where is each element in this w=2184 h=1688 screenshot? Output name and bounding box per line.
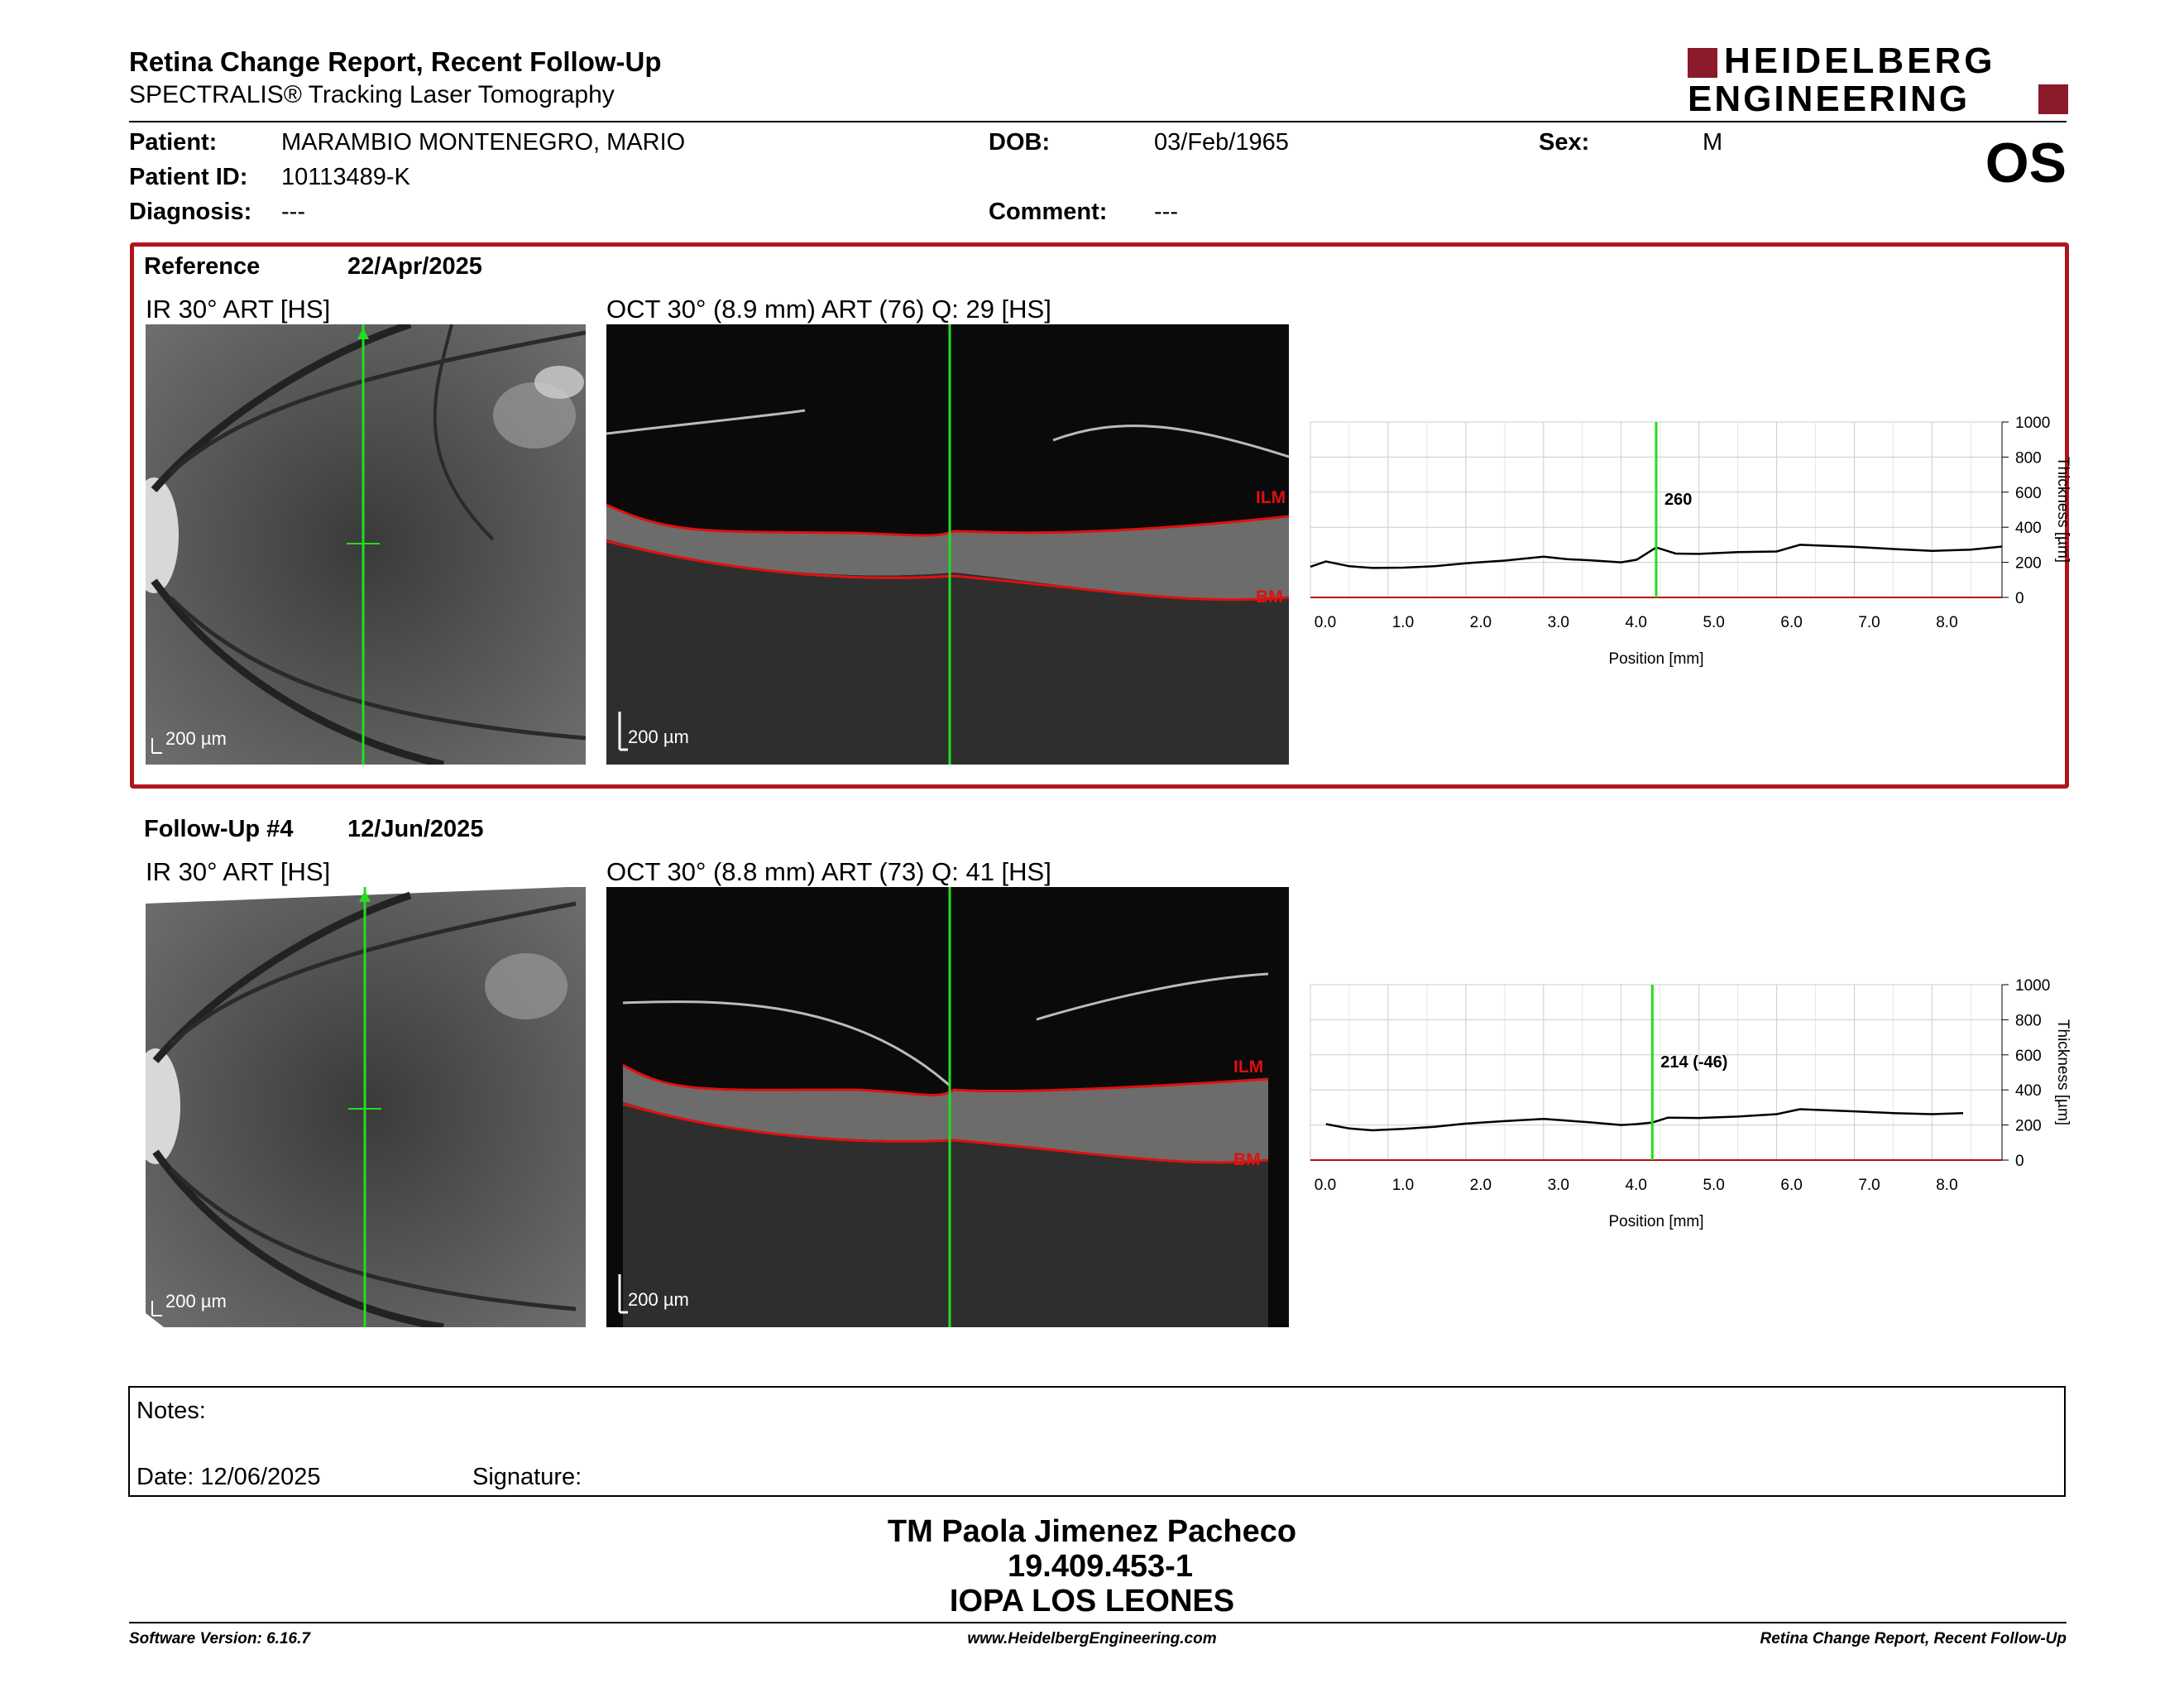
chart-y-tick-label: 800 xyxy=(2015,449,2042,467)
chart-series-line xyxy=(1325,1108,1964,1132)
followup-thickness-chart: 0.0 1.0 2.0 3.0 4.0 5.0 6.0 7.0 8.0 0 200 400 600 800… xyxy=(1310,977,2071,1230)
oct-svg xyxy=(606,324,1289,765)
chart-x-tick-label: 5.0 xyxy=(1703,614,1724,631)
reference-date: 22/Apr/2025 xyxy=(347,253,482,280)
notes-date: Date: 12/06/2025 xyxy=(136,1464,321,1490)
chart-x-tick-label: 4.0 xyxy=(1626,614,1647,631)
chart-y-tick-label: 200 xyxy=(2015,555,2042,573)
footer-report-name: Retina Change Report, Recent Follow-Up xyxy=(1760,1630,2067,1647)
patient-id: 10113489-K xyxy=(281,164,410,190)
heidelberg-logo: HEIDELBERG ENGINEERING xyxy=(1688,41,2068,119)
followup-oct-label: OCT 30° (8.8 mm) ART (73) Q: 41 [HS] xyxy=(606,857,1051,886)
chart-x-tick-label: 3.0 xyxy=(1548,1177,1569,1194)
followup-oct-scale: 200 µm xyxy=(628,1289,689,1310)
chart-x-tick-label: 3.0 xyxy=(1548,614,1569,631)
comment-label: Comment: xyxy=(989,199,1108,225)
reference-ir-image[interactable]: 200 µm xyxy=(146,324,586,765)
chart-marker-label: 260 xyxy=(1664,491,1692,509)
chart-x-tick-label: 1.0 xyxy=(1392,614,1414,631)
notes-box[interactable]: Notes: Date: 12/06/2025 Signature: xyxy=(128,1386,2066,1497)
sex-value: M xyxy=(1703,129,1723,156)
dob-value: 03/Feb/1965 xyxy=(1154,129,1289,156)
logo-text-line1: HEIDELBERG xyxy=(1724,41,1996,81)
signer-id: 19.409.453-1 xyxy=(1008,1549,1193,1584)
logo-text-line2: ENGINEERING xyxy=(1688,79,1971,119)
eye-indicator: OS xyxy=(1985,132,2067,194)
followup-ir-label: IR 30° ART [HS] xyxy=(146,857,331,886)
report-title: Retina Change Report, Recent Follow-Up xyxy=(129,46,662,77)
followup-bm-label: BM xyxy=(1233,1150,1261,1169)
reference-bm-label: BM xyxy=(1256,587,1283,607)
sex-label: Sex: xyxy=(1539,129,1590,156)
chart-x-tick-label: 1.0 xyxy=(1392,1177,1414,1194)
chart-y-axis-label: Thickness [µm] xyxy=(2054,457,2071,563)
chart-y-tick-label: 1000 xyxy=(2015,415,2050,432)
footer-divider xyxy=(129,1622,2067,1623)
reference-oct-scale: 200 µm xyxy=(628,727,689,747)
report-subtitle: SPECTRALIS® Tracking Laser Tomography xyxy=(129,81,615,108)
chart-y-tick-label: 400 xyxy=(2015,520,2042,537)
reference-thickness-chart: 0.0 1.0 2.0 3.0 4.0 5.0 6.0 7.0 8.0 0 200 400 600 800… xyxy=(1310,415,2071,668)
oct-svg-followup xyxy=(618,887,1269,1327)
chart-x-tick-label: 7.0 xyxy=(1858,1177,1880,1194)
signature-label: Signature: xyxy=(472,1464,582,1490)
header-divider xyxy=(129,121,2067,122)
dob-label: DOB: xyxy=(989,129,1051,156)
chart-marker-label: 214 (-46) xyxy=(1660,1053,1727,1072)
comment-value: --- xyxy=(1154,199,1178,225)
followup-date: 12/Jun/2025 xyxy=(347,816,484,842)
chart-y-tick-label: 0 xyxy=(2015,1153,2024,1170)
followup-oct-image[interactable]: ILM BM 200 µm xyxy=(606,887,1289,1327)
chart-y-tick-label: 800 xyxy=(2015,1012,2042,1029)
chart-x-axis-label: Position [mm] xyxy=(1608,650,1703,668)
chart-x-tick-label: 2.0 xyxy=(1470,1177,1492,1194)
chart-x-tick-label: 0.0 xyxy=(1315,614,1336,631)
reference-oct-label: OCT 30° (8.9 mm) ART (76) Q: 29 [HS] xyxy=(606,295,1051,324)
notes-label: Notes: xyxy=(136,1398,206,1424)
reference-oct-image[interactable]: ILM BM 200 µm xyxy=(606,324,1289,765)
chart-x-tick-label: 0.0 xyxy=(1315,1177,1336,1194)
chart-y-tick-label: 200 xyxy=(2015,1118,2042,1135)
chart-plot-area xyxy=(1310,984,2003,1161)
followup-ir-image[interactable]: 200 µm xyxy=(146,887,586,1327)
chart-y-tick-label: 400 xyxy=(2015,1082,2042,1100)
chart-y-tick-label: 0 xyxy=(2015,590,2024,607)
fundus-svg-followup xyxy=(146,887,586,1327)
signer-name: TM Paola Jimenez Pacheco xyxy=(887,1514,1297,1549)
chart-x-axis-label: Position [mm] xyxy=(1608,1213,1703,1230)
chart-y-tick-label: 600 xyxy=(2015,1048,2042,1065)
footer-software-version: Software Version: 6.16.7 xyxy=(129,1630,310,1647)
followup-ilm-label: ILM xyxy=(1233,1057,1264,1077)
diagnosis-value: --- xyxy=(281,199,305,225)
followup-label: Follow-Up #4 xyxy=(144,816,294,842)
chart-y-tick-label: 1000 xyxy=(2015,977,2050,995)
diagnosis-label: Diagnosis: xyxy=(129,199,252,225)
reference-section-frame xyxy=(130,242,2069,789)
chart-x-tick-label: 5.0 xyxy=(1703,1177,1724,1194)
reference-ir-scale: 200 µm xyxy=(165,728,227,749)
chart-x-tick-label: 6.0 xyxy=(1780,614,1802,631)
patient-label: Patient: xyxy=(129,129,218,156)
chart-y-tick-label: 600 xyxy=(2015,485,2042,502)
chart-x-tick-label: 2.0 xyxy=(1470,614,1492,631)
patient-name: MARAMBIO MONTENEGRO, MARIO xyxy=(281,129,686,156)
chart-x-tick-label: 6.0 xyxy=(1780,1177,1802,1194)
logo-square-bottom xyxy=(2038,84,2068,114)
fundus-svg xyxy=(146,324,586,765)
chart-x-tick-label: 4.0 xyxy=(1626,1177,1647,1194)
chart-x-tick-label: 8.0 xyxy=(1936,1177,1957,1194)
patient-id-label: Patient ID: xyxy=(129,164,248,190)
chart-x-tick-label: 8.0 xyxy=(1936,614,1957,631)
chart-series-line xyxy=(1310,544,2003,569)
chart-x-tick-label: 7.0 xyxy=(1858,614,1880,631)
followup-ir-scale: 200 µm xyxy=(165,1291,227,1312)
reference-label: Reference xyxy=(144,253,261,280)
reference-ir-label: IR 30° ART [HS] xyxy=(146,295,331,324)
signer-institution: IOPA LOS LEONES xyxy=(949,1584,1235,1618)
logo-square-top xyxy=(1688,48,1717,78)
reference-ilm-label: ILM xyxy=(1256,488,1286,507)
chart-y-axis-label: Thickness [µm] xyxy=(2054,1019,2071,1125)
footer-website[interactable]: www.HeidelbergEngineering.com xyxy=(967,1630,1217,1647)
optic-disc xyxy=(146,477,179,593)
